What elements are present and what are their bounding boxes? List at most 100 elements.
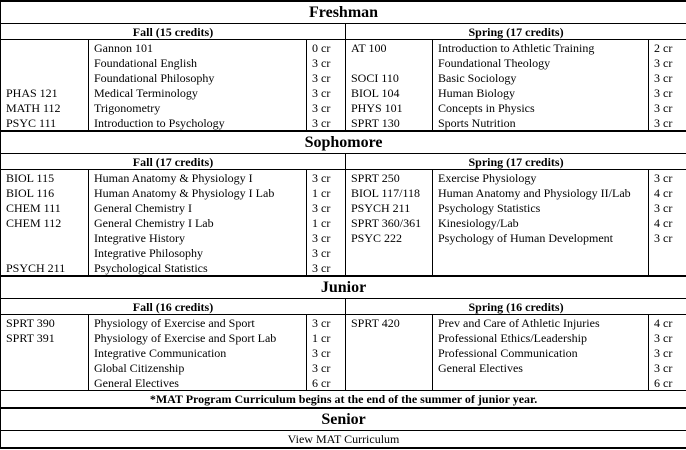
course-code: SPRT 360/361 <box>345 215 433 230</box>
course-name: Kinesiology/Lab <box>432 215 649 230</box>
course-code: PHAS 121 <box>0 85 89 100</box>
course-name: General Chemistry I Lab <box>88 215 307 230</box>
semester-header: Spring (17 credits) <box>344 153 686 170</box>
course-code: MATH 112 <box>0 100 89 115</box>
credits: 3 cr <box>306 360 346 375</box>
semester-row: Fall (17 credits) Spring (17 credits) <box>0 153 686 170</box>
course-code: SPRT 420 <box>345 314 433 330</box>
course-code: SPRT 130 <box>345 115 433 131</box>
course-code: CHEM 112 <box>0 215 89 230</box>
course-row: SPRT 391 Physiology of Exercise and Sport… <box>0 330 686 345</box>
credits: 3 cr <box>647 55 686 70</box>
course-name: Psychological Statistics <box>88 260 307 276</box>
credits: 1 cr <box>306 215 346 230</box>
course-name: Integrative History <box>88 230 307 245</box>
course-name <box>432 375 649 391</box>
semester-header: Fall (15 credits) <box>0 23 346 40</box>
course-code: PSYCH 211 <box>345 200 433 215</box>
course-row: SPRT 390 Physiology of Exercise and Sport… <box>0 314 686 330</box>
credits: 3 cr <box>647 330 686 345</box>
course-code: CHEM 111 <box>0 200 89 215</box>
year-title: Junior <box>0 275 686 299</box>
semester-header: Fall (16 credits) <box>0 298 346 315</box>
credits: 3 cr <box>306 55 346 70</box>
credits <box>647 245 686 260</box>
course-code <box>0 360 89 375</box>
course-name: Introduction to Athletic Training <box>432 39 649 55</box>
course-name: Professional Communication <box>432 345 649 360</box>
course-row: BIOL 116 Human Anatomy & Physiology I Lab… <box>0 185 686 200</box>
course-name: Prev and Care of Athletic Injuries <box>432 314 649 330</box>
credits: 3 cr <box>306 345 346 360</box>
credits: 3 cr <box>647 345 686 360</box>
course-code <box>345 360 433 375</box>
credits: 3 cr <box>647 200 686 215</box>
course-name: General Chemistry I <box>88 200 307 215</box>
course-code: BIOL 116 <box>0 185 89 200</box>
course-row: Foundational Philosophy 3 cr SOCI 110 Basic… <box>0 70 686 85</box>
course-name: General Electives <box>432 360 649 375</box>
course-code: SOCI 110 <box>345 70 433 85</box>
course-name: Foundational English <box>88 55 307 70</box>
credits: 3 cr <box>306 100 346 115</box>
course-row: CHEM 112 General Chemistry I Lab 1 cr SPRT … <box>0 215 686 230</box>
course-row: PSYC 111 Introduction to Psychology 3 cr SP… <box>0 115 686 131</box>
credits: 3 cr <box>647 100 686 115</box>
course-name: Human Anatomy & Physiology I <box>88 169 307 185</box>
course-name <box>432 245 649 260</box>
course-name: Basic Sociology <box>432 70 649 85</box>
year-title: Sophomore <box>0 130 686 154</box>
credits: 3 cr <box>306 70 346 85</box>
note-row: *MAT Program Curriculum begins at the en… <box>0 390 686 408</box>
course-row: Integrative Communication 3 cr Professiona… <box>0 345 686 360</box>
course-code <box>345 260 433 276</box>
course-name: Global Citizenship <box>88 360 307 375</box>
credits: 6 cr <box>647 375 686 391</box>
course-code <box>345 245 433 260</box>
course-name <box>432 260 649 276</box>
credits: 4 cr <box>647 215 686 230</box>
semester-row: Fall (15 credits) Spring (17 credits) <box>0 23 686 40</box>
course-code: SPRT 391 <box>0 330 89 345</box>
course-code <box>0 55 89 70</box>
year-row: Freshman <box>0 0 686 24</box>
course-code <box>345 55 433 70</box>
course-code <box>345 345 433 360</box>
curriculum-link[interactable]: View MAT Curriculum <box>287 432 400 446</box>
course-code: SPRT 390 <box>0 314 89 330</box>
course-code: PSYC 222 <box>345 230 433 245</box>
course-code: AT 100 <box>345 39 433 55</box>
course-code: BIOL 104 <box>345 85 433 100</box>
course-name: Introduction to Psychology <box>88 115 307 131</box>
link-row: View MAT Curriculum <box>0 430 686 449</box>
course-name: Medical Terminology <box>88 85 307 100</box>
credits: 2 cr <box>647 39 686 55</box>
course-code <box>0 230 89 245</box>
course-name: Human Anatomy & Physiology I Lab <box>88 185 307 200</box>
course-name: Physiology of Exercise and Sport <box>88 314 307 330</box>
credits: 3 cr <box>306 245 346 260</box>
course-code <box>0 39 89 55</box>
credits: 3 cr <box>306 169 346 185</box>
course-row: General Electives 6 cr 6 cr <box>0 375 686 391</box>
credits: 3 cr <box>647 169 686 185</box>
course-row: Foundational English 3 cr Foundational The… <box>0 55 686 70</box>
course-code: SPRT 250 <box>345 169 433 185</box>
credits: 1 cr <box>306 330 346 345</box>
course-row: Global Citizenship 3 cr General Electives 3… <box>0 360 686 375</box>
course-name: Psychology of Human Development <box>432 230 649 245</box>
course-row: PHAS 121 Medical Terminology 3 cr BIOL 104 H… <box>0 85 686 100</box>
course-code: BIOL 115 <box>0 169 89 185</box>
course-row: PSYCH 211 Psychological Statistics 3 cr <box>0 260 686 276</box>
course-code: BIOL 117/118 <box>345 185 433 200</box>
semester-row: Fall (16 credits) Spring (16 credits) <box>0 298 686 315</box>
credits: 3 cr <box>306 314 346 330</box>
course-row: Gannon 101 0 cr AT 100 Introduction to Athl… <box>0 39 686 55</box>
link-cell: View MAT Curriculum <box>0 430 686 449</box>
credits: 3 cr <box>647 85 686 100</box>
course-name: Professional Ethics/Leadership <box>432 330 649 345</box>
course-row: MATH 112 Trigonometry 3 cr PHYS 101 Concepts… <box>0 100 686 115</box>
credits: 3 cr <box>306 115 346 131</box>
